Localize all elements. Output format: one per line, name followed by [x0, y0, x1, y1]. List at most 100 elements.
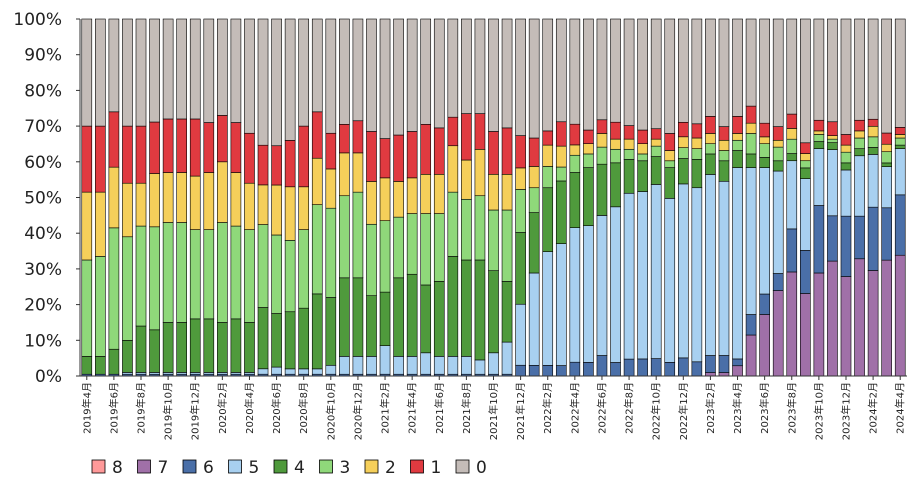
y-tick-label: 90% [24, 46, 62, 66]
bar-segment-series-5 [650, 184, 662, 359]
bar-segment-series-2 [203, 172, 215, 230]
bar-segment-series-4 [827, 142, 838, 150]
bar-segment-series-4 [366, 295, 377, 357]
legend-label-6: 6 [203, 458, 214, 478]
bar-segment-series-0 [840, 18, 852, 135]
bar-segment-series-5 [772, 170, 784, 274]
bar-segment-series-4 [569, 172, 581, 228]
bar-segment-series-1 [433, 127, 445, 175]
bar-segment-series-4 [583, 167, 594, 226]
legend-swatch-0 [455, 459, 470, 474]
x-tick-label: 2019年4月 [80, 382, 93, 434]
bar-segment-series-4 [610, 162, 621, 208]
bar-segment-series-1 [759, 122, 770, 138]
bar-segment-series-1 [610, 121, 621, 140]
bar-segment-series-2 [95, 191, 106, 257]
bar-segment-series-0 [393, 18, 404, 136]
x-tick-label: 2023年10月 [812, 382, 825, 440]
bar-segment-series-6 [691, 361, 703, 377]
bar-segment-series-3 [610, 148, 621, 164]
bar-segment-series-3 [311, 204, 323, 295]
bar-segment-series-5 [718, 180, 730, 356]
bar-segment-series-3 [135, 225, 147, 327]
bar-segment-series-4 [135, 325, 147, 373]
bar-segment-series-2 [894, 134, 906, 139]
x-tick-label: 2023年4月 [731, 382, 744, 434]
bar-segment-series-2 [461, 159, 472, 200]
bar-segment-series-0 [515, 18, 526, 136]
bar-segment-series-1 [474, 113, 486, 150]
bar-segment-series-3 [705, 143, 716, 155]
bar-segment-series-0 [135, 18, 147, 127]
bar-segment-series-6 [664, 362, 676, 377]
bar-segment-series-2 [759, 136, 770, 144]
bar-segment-series-4 [745, 153, 757, 168]
bar-segment-series-2 [813, 130, 825, 135]
bar-segment-series-4 [677, 158, 689, 185]
bar-segment-series-1 [623, 125, 635, 140]
x-tick-label: 2022年8月 [623, 382, 636, 434]
bar-segment-series-1 [176, 118, 187, 173]
x-tick-label: 2021年2月 [379, 382, 392, 434]
x-tick-label: 2021年8月 [460, 382, 473, 434]
x-axis-ticks: 2019年4月 2019年6月 2019年8月 2019年10月 2019年12月 202… [80, 376, 907, 440]
bar-segment-series-6 [542, 365, 554, 377]
bar-segment-series-1 [854, 119, 865, 132]
bar-segment-series-7 [813, 272, 825, 377]
bar-segment-series-5 [298, 368, 310, 375]
x-tick-label: 2019年12月 [189, 382, 202, 440]
bar-segment-series-6 [772, 273, 784, 291]
bar-segment-series-2 [528, 166, 540, 189]
bar-segment-series-2 [596, 133, 608, 148]
bar-segment-series-2 [325, 168, 337, 209]
legend-swatch-4 [273, 459, 288, 474]
bar-segment-series-1 [732, 116, 743, 134]
x-tick-label: 2022年6月 [595, 382, 608, 434]
bar-segment-series-6 [623, 358, 635, 377]
bar-segment-series-1 [650, 128, 662, 140]
bar-segment-series-3 [189, 229, 201, 320]
bar-segment-series-0 [325, 18, 337, 134]
bar-segment-series-6 [718, 355, 730, 373]
bar-segment-series-0 [284, 18, 296, 141]
bar-segment-series-2 [637, 143, 648, 155]
bar-segment-series-2 [542, 144, 554, 167]
bar-segment-series-5 [393, 356, 404, 375]
legend-swatch-8 [91, 459, 106, 474]
bar-segment-series-3 [447, 191, 459, 257]
legend-swatch-3 [319, 459, 333, 474]
bar-segment-series-0 [447, 18, 459, 118]
bar-segment-series-4 [244, 322, 255, 373]
bar-segment-series-1 [298, 125, 310, 188]
bar-segment-series-1 [583, 129, 594, 144]
bar-segment-series-0 [691, 18, 703, 125]
bar-segment-series-4 [352, 277, 364, 357]
bar-segment-series-5 [596, 215, 608, 356]
bar-segment-series-6 [732, 358, 743, 367]
bar-segment-series-6 [813, 205, 825, 274]
x-tick-label: 2021年10月 [487, 382, 500, 440]
bar-segment-series-1 [95, 125, 106, 193]
x-tick-label: 2023年6月 [758, 382, 771, 434]
bar-segment-series-3 [149, 226, 160, 331]
bar-segment-series-6 [827, 215, 838, 262]
x-tick-label: 2019年8月 [135, 382, 148, 434]
bar-segment-series-2 [718, 139, 730, 151]
bar-segment-series-3 [108, 227, 120, 350]
bar-segment-series-4 [488, 270, 499, 354]
x-tick-label: 2023年8月 [785, 382, 798, 434]
legend-label-7: 7 [158, 458, 169, 478]
bar-segment-series-0 [298, 18, 310, 127]
bar-segment-series-0 [799, 18, 811, 144]
bar-segment-series-5 [610, 206, 621, 363]
x-tick-label: 2024年2月 [867, 382, 880, 434]
bar-segment-series-7 [840, 276, 852, 377]
bar-segment-series-6 [745, 314, 757, 336]
bar-segment-series-2 [474, 149, 486, 197]
bar-segment-series-7 [894, 254, 906, 377]
bar-segment-series-5 [542, 251, 554, 366]
bar-segment-series-3 [799, 160, 811, 169]
bar-segment-series-2 [555, 145, 567, 168]
bar-segment-series-2 [298, 186, 310, 230]
bar-segment-series-6 [583, 362, 594, 377]
